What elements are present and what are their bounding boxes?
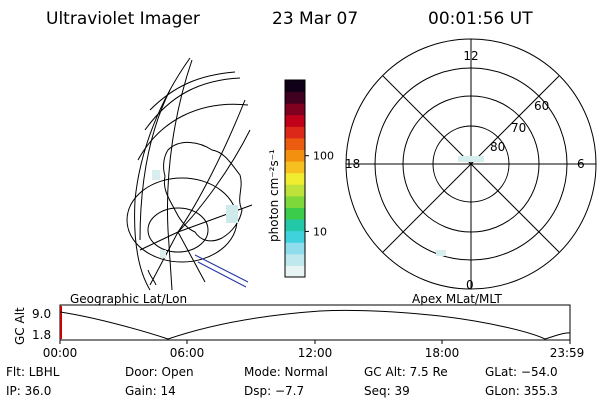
polar-plot <box>345 38 597 290</box>
ytick-label-1-8: 1.8 <box>32 328 51 342</box>
colorbar-segment <box>285 253 305 266</box>
status-dsp: Dsp: −7.7 <box>244 384 304 398</box>
colorbar-segment <box>285 242 305 255</box>
emission-patch <box>152 170 160 180</box>
meridian <box>177 204 253 233</box>
colorbar-segment <box>285 230 305 243</box>
mlt-label-0: 0 <box>466 278 474 292</box>
xtick-label-2359: 23:59 <box>550 346 585 360</box>
colorbar-unit-label: photon cm⁻²s⁻¹ <box>267 149 281 242</box>
lat-label-70: 70 <box>511 121 526 135</box>
time-label: 00:01:56 UT <box>428 9 533 29</box>
lat-circle <box>137 103 249 161</box>
colorbar-segment <box>285 184 305 197</box>
emission-patch <box>458 156 484 162</box>
emission-patch <box>436 250 446 256</box>
colorbar-segment <box>285 103 305 116</box>
colorbar-segment <box>285 137 305 151</box>
status-door: Door: Open <box>125 365 194 379</box>
meridian <box>177 129 251 233</box>
colorbar-segment <box>285 91 305 104</box>
colorbar-segment <box>285 265 305 278</box>
status-seq: Seq: 39 <box>364 384 410 398</box>
lat-label-80: 80 <box>490 140 505 154</box>
status-glon: GLon: 355.3 <box>485 384 558 398</box>
lat-circle <box>144 77 241 131</box>
meridian <box>139 89 171 241</box>
date-label: 23 Mar 07 <box>272 9 358 29</box>
terminator-line <box>197 261 247 288</box>
instrument-title: Ultraviolet Imager <box>46 9 200 29</box>
colorbar-segment <box>285 195 305 208</box>
colorbar-segment <box>285 149 305 162</box>
colorbar-segment <box>285 219 305 232</box>
mlt-label-18: 18 <box>345 157 360 171</box>
colorbar-segment <box>285 114 305 127</box>
status-gc-alt: GC Alt: 7.5 Re <box>364 365 448 379</box>
antarctica-coastline <box>163 142 243 242</box>
status-glat: GLat: −54.0 <box>485 365 558 379</box>
altitude-curve <box>59 309 571 340</box>
altitude-ylabel: GC Alt <box>13 307 27 345</box>
meridian <box>166 59 193 291</box>
colorbar-segment <box>285 126 305 139</box>
lat-circle <box>126 177 238 263</box>
lat-label-60: 60 <box>534 99 549 113</box>
colorbar-segment <box>285 207 305 220</box>
colorbar-segment <box>285 172 305 185</box>
colorbar-segment <box>285 161 305 174</box>
emission-patch <box>160 250 166 258</box>
geo-panel-label: Geographic Lat/Lon <box>70 292 187 306</box>
xtick-label-0000: 00:00 <box>43 346 78 360</box>
mlt-label-12: 12 <box>463 49 478 63</box>
xtick-label-1800: 18:00 <box>425 346 460 360</box>
emission-patch <box>226 205 238 223</box>
polar-diagonal <box>382 75 560 253</box>
meridian <box>177 231 206 283</box>
status-gain: Gain: 14 <box>125 384 176 398</box>
meridian <box>177 99 246 233</box>
colorbar-frame <box>284 79 306 278</box>
colorbar: 100 10 <box>284 79 334 278</box>
altitude-plot-frame <box>59 304 571 341</box>
ytick-label-9: 9.0 <box>32 307 51 321</box>
lat-circle <box>149 71 236 111</box>
colorbar-segment <box>285 80 305 93</box>
xtick-label-1200: 12:00 <box>298 346 333 360</box>
geographic-map <box>126 57 253 291</box>
status-ip: IP: 36.0 <box>6 384 51 398</box>
xtick-label-0600: 06:00 <box>170 346 205 360</box>
polar-panel-label: Apex MLat/MLT <box>412 292 502 306</box>
status-panel: Flt: LBHL Door: Open Mode: Normal GC Alt… <box>6 365 558 398</box>
colorbar-tick-label: 10 <box>313 225 327 238</box>
altitude-plot <box>59 304 571 344</box>
meridian <box>149 231 179 286</box>
mlt-label-6: 6 <box>577 157 585 171</box>
meridian <box>139 231 179 251</box>
status-filter: Flt: LBHL <box>6 365 60 379</box>
lat-circle <box>147 207 209 253</box>
status-mode: Mode: Normal <box>244 365 328 379</box>
colorbar-tick-label: 100 <box>313 150 334 163</box>
terminator-line <box>194 254 249 283</box>
coastline <box>147 269 157 286</box>
